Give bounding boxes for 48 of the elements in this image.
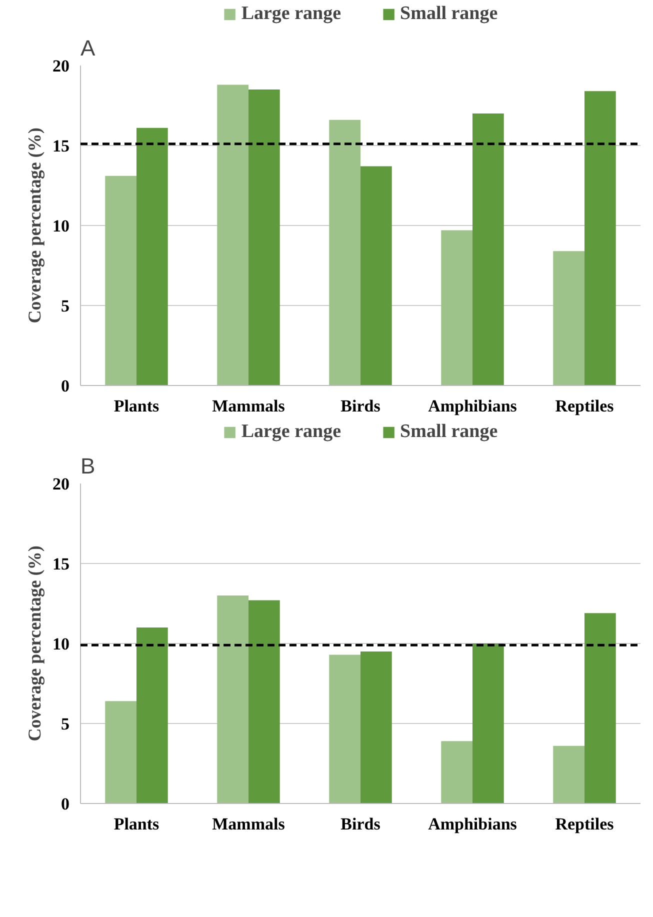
bar [441,230,472,386]
bar [248,600,280,804]
legend-label: Large range [241,421,342,443]
chart-title: B [80,454,96,478]
bar [472,114,504,386]
x-tick-label: Plants [114,396,160,416]
bar [584,91,616,386]
y-tick-label: 15 [52,554,70,574]
y-tick-label: 10 [52,216,70,236]
bar [217,84,248,386]
legend-label: Small range [400,421,498,443]
y-tick-label: 20 [52,56,70,76]
y-tick-label: 5 [61,714,70,734]
x-tick-label: Amphibians [428,396,518,416]
bar [360,166,392,386]
bar [441,741,472,804]
y-tick-label: 5 [61,296,70,316]
y-axis-title: Coverage percentage (%) [24,128,44,324]
y-axis-title: Coverage percentage (%) [24,546,44,742]
bar [105,176,136,386]
bar [248,90,280,386]
y-tick-label: 0 [61,376,70,396]
bar [105,701,136,804]
bar [217,596,248,804]
y-tick-label: 20 [52,474,70,494]
x-tick-label: Amphibians [428,814,518,834]
bar [329,654,360,804]
bar [360,652,392,804]
bar [584,613,616,804]
x-tick-label: Birds [340,814,381,834]
bar [136,628,168,804]
bar [553,746,584,804]
y-tick-label: 10 [52,634,70,654]
x-tick-label: Birds [340,396,381,416]
x-tick-label: Plants [114,814,160,834]
x-tick-label: Mammals [212,396,286,416]
y-tick-label: 0 [61,794,70,814]
x-tick-label: Mammals [212,814,286,834]
bar [553,251,584,386]
bar [329,120,360,386]
chart-title: A [80,36,96,60]
x-tick-label: Reptiles [555,396,614,416]
legend-label: Small range [400,3,498,25]
y-tick-label: 15 [52,136,70,156]
bar [472,644,504,804]
bar [136,128,168,386]
legend-label: Large range [241,3,342,25]
x-tick-label: Reptiles [555,814,614,834]
